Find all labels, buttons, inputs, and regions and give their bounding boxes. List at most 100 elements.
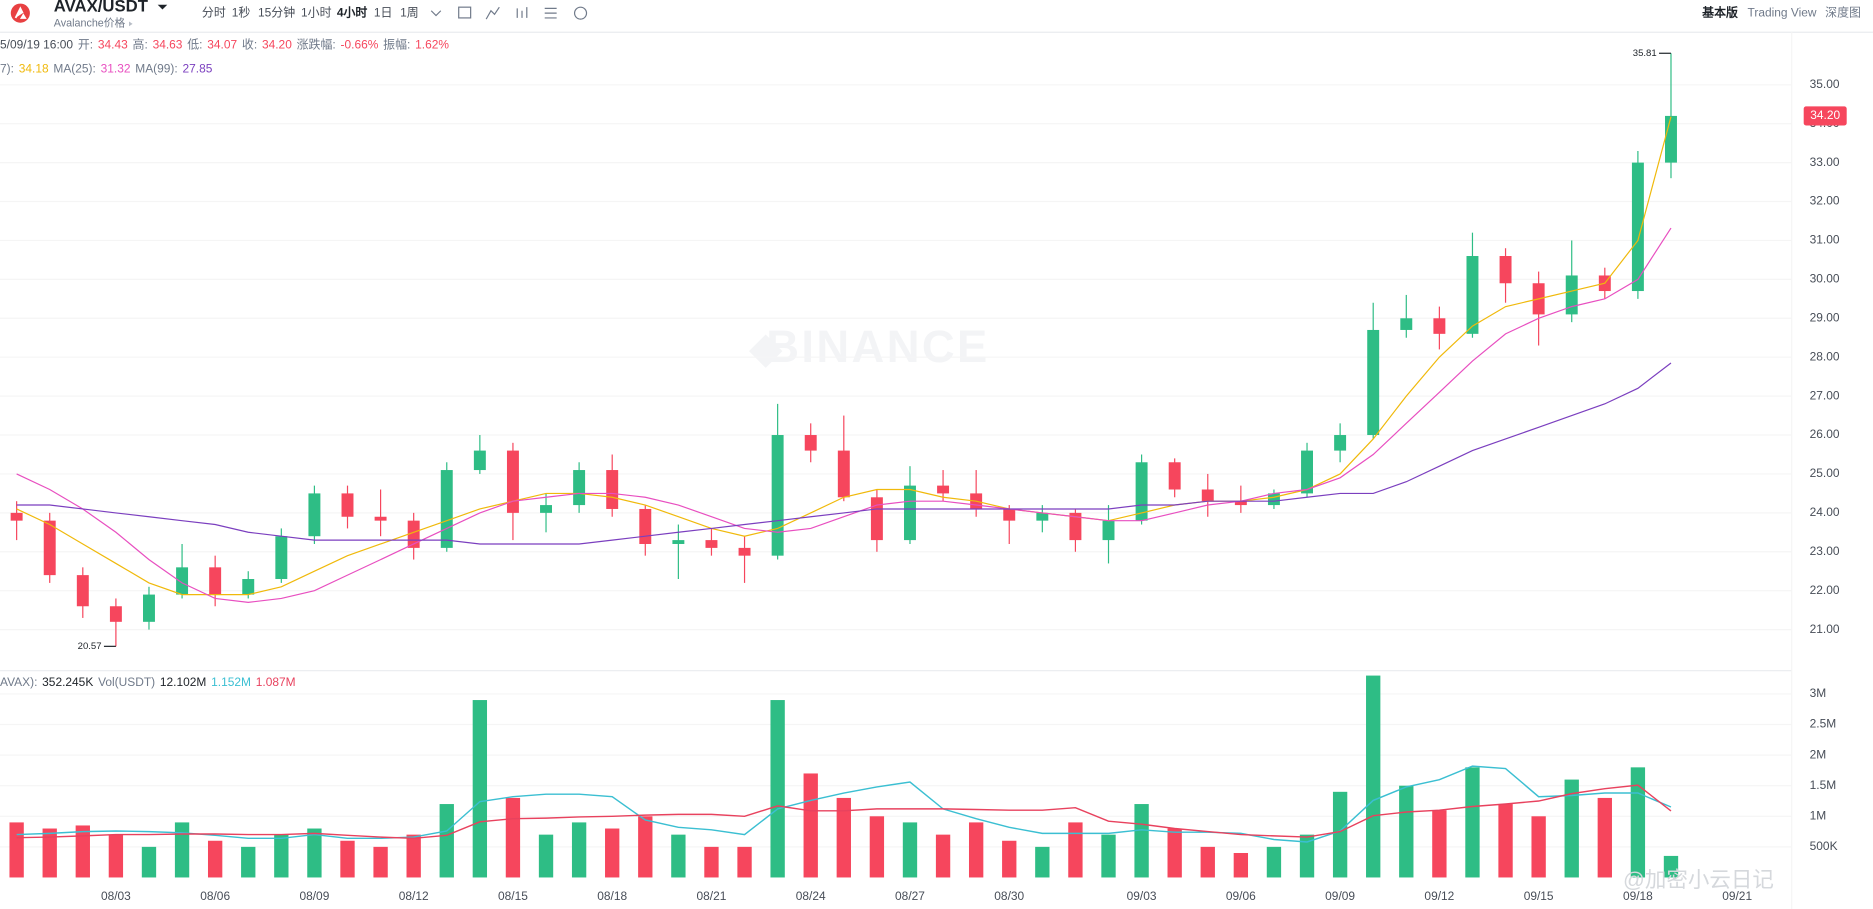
volume-bar [307, 828, 322, 878]
interval-button[interactable]: 15分钟 [258, 4, 295, 19]
candle-body [1135, 462, 1148, 521]
candle-body [1102, 520, 1115, 541]
x-tick-label: 09/06 [1226, 889, 1256, 903]
volume-bar [1531, 816, 1546, 878]
ma-legend-item: MA(25): [53, 61, 95, 75]
x-tick-label: 08/09 [299, 889, 329, 903]
view-tab[interactable]: 深度图 [1825, 4, 1861, 19]
y-tick-label: 2M [1810, 747, 1827, 761]
candle-body [341, 493, 354, 517]
interval-button[interactable]: 1周 [400, 5, 419, 19]
volume-bar [704, 846, 719, 878]
x-tick-label: 08/03 [101, 889, 131, 903]
candle-body [242, 579, 255, 595]
dropdown-arrow[interactable] [157, 4, 168, 10]
candle-body [1069, 512, 1082, 541]
volume-legend: AVAX): 352.245K Vol(USDT) 12.102M 1.152M 1.08… [0, 675, 296, 689]
volume-legend-item: 352.245K [42, 675, 93, 689]
settings-icon[interactable] [544, 7, 557, 19]
candle-body [473, 450, 486, 471]
ohlc-legend-item: 1.62% [415, 38, 449, 52]
candle-body [440, 470, 453, 548]
ma-line [16, 116, 1672, 596]
interval-button[interactable]: 4小时 [337, 4, 368, 19]
volume-bar [737, 846, 752, 878]
volume-ma-line [16, 765, 1672, 843]
high-label: 35.81 [1633, 48, 1657, 59]
candle-body [540, 505, 552, 513]
x-tick-label: 09/09 [1325, 889, 1355, 903]
interval-button[interactable]: 分时 [202, 5, 226, 19]
candle-body [506, 450, 519, 513]
x-tick-label: 09/15 [1524, 889, 1554, 903]
ma-legend-item: MA(99): [135, 61, 177, 75]
candle-body [672, 540, 685, 544]
volume-bar [1498, 804, 1513, 878]
ohlc-legend-item: 34.63 [153, 38, 183, 52]
volume-legend-item: Vol(USDT) [98, 675, 155, 689]
ma-legend: 7): 34.18 MA(25): 31.32 MA(99): 27.85 [0, 61, 213, 75]
candle-body [1168, 462, 1181, 490]
ohlc-legend-item: 34.07 [207, 38, 237, 52]
volume-bar [274, 834, 289, 878]
volume-bar [241, 846, 256, 878]
candle-body [1466, 256, 1479, 334]
x-tick-label: 09/12 [1424, 889, 1454, 903]
candle-body [1565, 275, 1578, 315]
ohlc-legend-item: 低: [187, 38, 202, 52]
candle-body [1499, 256, 1512, 284]
volume-bar [1564, 779, 1579, 878]
ohlc-legend-item: 5/09/19 16:00 [0, 38, 73, 52]
volume-bar [803, 773, 818, 878]
y-tick-label: 32.00 [1810, 194, 1840, 208]
layout-icon[interactable] [573, 6, 588, 20]
volume-bar [1366, 675, 1381, 878]
candle-body [639, 508, 652, 544]
interval-button[interactable]: 1小时 [301, 5, 332, 19]
price-tag [1803, 106, 1847, 126]
ma-legend-item: 7): [0, 61, 14, 75]
volume-bar [1233, 852, 1249, 878]
more-icon[interactable] [430, 10, 442, 17]
volume-ma-line [16, 784, 1672, 840]
candle-body [10, 512, 23, 521]
interval-button[interactable]: 1秒 [232, 5, 251, 19]
chart-type-icon[interactable] [516, 7, 528, 18]
pair-title[interactable]: AVAX/USDT [54, 0, 149, 16]
ohlc-legend-item: 34.20 [262, 38, 292, 52]
ma-line [16, 227, 1672, 603]
volume-bar [42, 828, 57, 878]
volume-bar [935, 834, 951, 878]
ma-legend-item: 34.18 [19, 61, 49, 75]
y-tick-label: 33.00 [1810, 155, 1840, 169]
ohlc-legend-item: 高: [133, 37, 148, 52]
y-tick-label: 2.5M [1810, 717, 1837, 731]
volume-bar [1101, 834, 1116, 878]
watermark: BINANCE [766, 321, 989, 372]
candle-body [308, 493, 321, 537]
x-tick-label: 08/30 [994, 889, 1024, 903]
volume-bar [439, 804, 454, 878]
candle-body [1334, 435, 1347, 451]
indicator-icon[interactable] [485, 6, 500, 20]
candle-body [837, 450, 850, 498]
volume-bar [770, 700, 785, 878]
volume-bar [1299, 834, 1315, 878]
volume-bar [141, 846, 157, 878]
volume-legend-item: 12.102M [160, 675, 206, 689]
candle-body [209, 567, 222, 595]
view-tab[interactable]: Trading View [1748, 5, 1817, 19]
credit-watermark: @加密小云日记 [1623, 868, 1774, 892]
pair-subtitle: Avalanche价格 [54, 17, 126, 30]
interval-button[interactable]: 1日 [374, 5, 393, 19]
ma-legend-item: 31.32 [101, 61, 131, 75]
candle-body [937, 485, 950, 494]
volume-legend-item: 1.152M [211, 675, 251, 689]
volume-bar [1035, 846, 1050, 878]
ohlc-legend: 5/09/19 16:00 开: 34.43 高: 34.63 低: 34.07 收: 34.2… [0, 37, 449, 52]
calendar-icon[interactable] [458, 6, 472, 19]
view-tab[interactable]: 基本版 [1701, 4, 1738, 19]
